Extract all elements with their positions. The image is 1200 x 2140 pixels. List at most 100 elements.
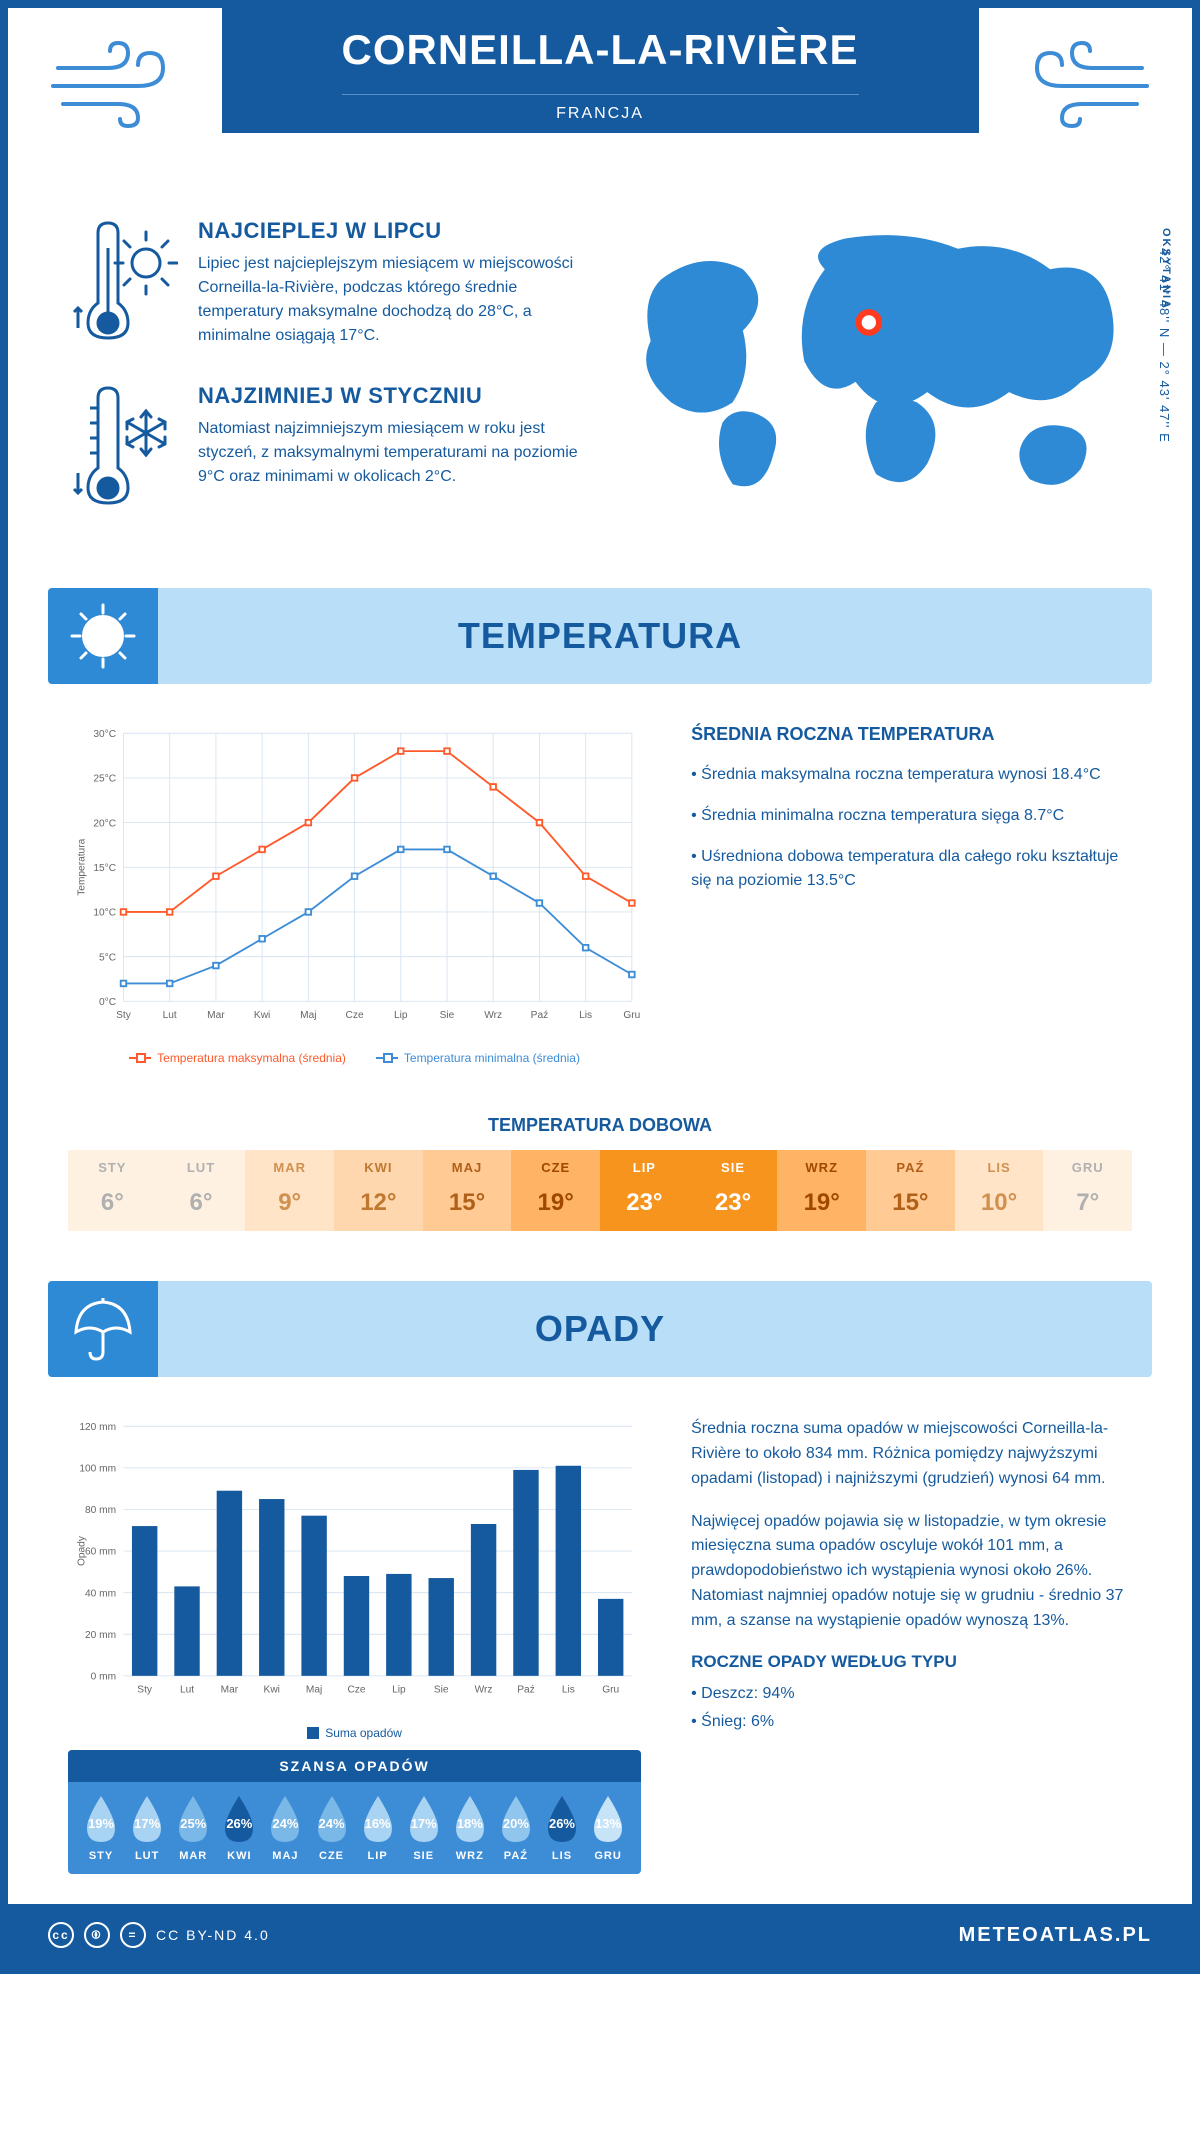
- section-header-temperature: TEMPERATURA: [48, 588, 1152, 684]
- cc-icon: cc: [48, 1922, 74, 1948]
- svg-text:80 mm: 80 mm: [85, 1505, 116, 1516]
- daily-cell: MAR9°: [245, 1150, 334, 1231]
- svg-text:40 mm: 40 mm: [85, 1589, 116, 1600]
- chance-cell: 24% MAJ: [262, 1794, 308, 1862]
- precip-p1: Średnia roczna suma opadów w miejscowośc…: [691, 1417, 1132, 1491]
- bar-chart-container: 0 mm20 mm40 mm60 mm80 mm100 mm120 mmStyL…: [68, 1417, 641, 1874]
- svg-text:Lis: Lis: [562, 1685, 575, 1696]
- thermometer-hot-icon: [68, 218, 178, 353]
- precip-by-type: ROCZNE OPADY WEDŁUG TYPU • Deszcz: 94% •…: [691, 1652, 1132, 1736]
- svg-text:5°C: 5°C: [99, 952, 116, 963]
- svg-text:Lut: Lut: [163, 1010, 177, 1021]
- section-header-precip: OPADY: [48, 1281, 1152, 1377]
- wind-decoration-left: [48, 38, 188, 133]
- raindrop-icon: 20%: [496, 1794, 536, 1844]
- chance-box: SZANSA OPADÓW 19% STY 17% LUT 25% MAR 26…: [68, 1750, 641, 1874]
- svg-text:Kwi: Kwi: [254, 1010, 270, 1021]
- umbrella-icon: [48, 1281, 158, 1377]
- fact-warm-title: NAJCIEPLEJ W LIPCU: [198, 218, 580, 244]
- svg-text:Kwi: Kwi: [264, 1685, 280, 1696]
- section-title-precip: OPADY: [535, 1308, 665, 1350]
- svg-text:15°C: 15°C: [93, 863, 116, 874]
- svg-text:Maj: Maj: [300, 1010, 316, 1021]
- svg-text:120 mm: 120 mm: [79, 1422, 116, 1433]
- raindrop-icon: 24%: [265, 1794, 305, 1844]
- location-marker-icon: [859, 312, 879, 332]
- chance-cell: 26% LIS: [539, 1794, 585, 1862]
- temperature-section: 0°C5°C10°C15°C20°C25°C30°CStyLutMarKwiMa…: [8, 684, 1192, 1095]
- svg-text:Gru: Gru: [623, 1010, 640, 1021]
- daily-cell: SIE23°: [689, 1150, 778, 1231]
- svg-text:Temperatura: Temperatura: [77, 838, 88, 895]
- svg-text:Mar: Mar: [207, 1010, 225, 1021]
- svg-text:Maj: Maj: [306, 1685, 322, 1696]
- svg-text:Sty: Sty: [116, 1010, 132, 1021]
- svg-text:Opady: Opady: [77, 1535, 88, 1566]
- chance-cell: 24% CZE: [308, 1794, 354, 1862]
- chance-cell: 17% SIE: [401, 1794, 447, 1862]
- daily-cell: LIS10°: [955, 1150, 1044, 1231]
- infographic-page: CORNEILLA-LA-RIVIÈRE FRANCJA NAJCIEPLEJ …: [0, 0, 1200, 1974]
- overview-row: NAJCIEPLEJ W LIPCU Lipiec jest najcieple…: [8, 188, 1192, 588]
- bar-chart-legend: Suma opadów: [68, 1726, 641, 1740]
- chance-cell: 16% LIP: [355, 1794, 401, 1862]
- temp-bullet-1: • Średnia maksymalna roczna temperatura …: [691, 763, 1132, 788]
- daily-temp-title: TEMPERATURA DOBOWA: [8, 1115, 1192, 1136]
- daily-cell: CZE19°: [511, 1150, 600, 1231]
- fact-warmest: NAJCIEPLEJ W LIPCU Lipiec jest najcieple…: [68, 218, 580, 353]
- raindrop-icon: 18%: [450, 1794, 490, 1844]
- fact-cold-text: Natomiast najzimniejszym miesiącem w rok…: [198, 417, 580, 489]
- daily-cell: STY6°: [68, 1150, 157, 1231]
- legend-min: Temperatura minimalna (średnia): [404, 1051, 580, 1065]
- daily-cell: LIP23°: [600, 1150, 689, 1231]
- temperature-line-chart: 0°C5°C10°C15°C20°C25°C30°CStyLutMarKwiMa…: [68, 724, 641, 1038]
- fact-warm-text: Lipiec jest najcieplejszym miesiącem w m…: [198, 252, 580, 348]
- svg-text:100 mm: 100 mm: [79, 1464, 116, 1475]
- raindrop-icon: 26%: [542, 1794, 582, 1844]
- precipitation-section: 0 mm20 mm40 mm60 mm80 mm100 mm120 mmStyL…: [8, 1377, 1192, 1904]
- precip-summary: Średnia roczna suma opadów w miejscowośc…: [691, 1417, 1132, 1874]
- temp-summary: ŚREDNIA ROCZNA TEMPERATURA • Średnia mak…: [691, 724, 1132, 1065]
- site-name: METEOATLAS.PL: [959, 1924, 1152, 1947]
- svg-text:Lip: Lip: [394, 1010, 408, 1021]
- temp-bullet-2: • Średnia minimalna roczna temperatura s…: [691, 804, 1132, 829]
- precip-rain: • Deszcz: 94%: [691, 1682, 1132, 1707]
- wind-decoration-right: [1012, 38, 1152, 133]
- svg-text:Sie: Sie: [440, 1010, 455, 1021]
- precip-type-heading: ROCZNE OPADY WEDŁUG TYPU: [691, 1652, 1132, 1672]
- page-footer: cc 🅯 = CC BY-ND 4.0 METEOATLAS.PL: [8, 1904, 1192, 1966]
- raindrop-icon: 26%: [219, 1794, 259, 1844]
- svg-text:Cze: Cze: [347, 1685, 365, 1696]
- svg-text:Wrz: Wrz: [484, 1010, 502, 1021]
- temp-summary-heading: ŚREDNIA ROCZNA TEMPERATURA: [691, 724, 1132, 745]
- daily-temp-row: STY6°LUT6°MAR9°KWI12°MAJ15°CZE19°LIP23°S…: [68, 1150, 1132, 1231]
- raindrop-icon: 17%: [404, 1794, 444, 1844]
- svg-text:Sie: Sie: [434, 1685, 449, 1696]
- title-banner: CORNEILLA-LA-RIVIÈRE FRANCJA: [222, 8, 979, 133]
- precip-p2: Najwięcej opadów pojawia się w listopadz…: [691, 1510, 1132, 1634]
- world-map-icon: [620, 218, 1132, 505]
- svg-text:Lis: Lis: [579, 1010, 592, 1021]
- line-chart-legend: Temperatura maksymalna (średnia) Tempera…: [68, 1051, 641, 1065]
- svg-text:Lut: Lut: [180, 1685, 194, 1696]
- fact-cold-title: NAJZIMNIEJ W STYCZNIU: [198, 383, 580, 409]
- chance-cell: 25% MAR: [170, 1794, 216, 1862]
- raindrop-icon: 17%: [127, 1794, 167, 1844]
- raindrop-icon: 13%: [588, 1794, 628, 1844]
- daily-cell: WRZ19°: [777, 1150, 866, 1231]
- raindrop-icon: 19%: [81, 1794, 121, 1844]
- chance-cell: 26% KWI: [216, 1794, 262, 1862]
- location-title: CORNEILLA-LA-RIVIÈRE: [342, 26, 859, 74]
- raindrop-icon: 25%: [173, 1794, 213, 1844]
- chance-cell: 19% STY: [78, 1794, 124, 1862]
- svg-text:Mar: Mar: [221, 1685, 239, 1696]
- legend-precip: Suma opadów: [325, 1726, 402, 1740]
- svg-text:20°C: 20°C: [93, 818, 116, 829]
- svg-text:60 mm: 60 mm: [85, 1547, 116, 1558]
- chance-cell: 20% PAŹ: [493, 1794, 539, 1862]
- section-title-temp: TEMPERATURA: [458, 615, 742, 657]
- chance-cell: 17% LUT: [124, 1794, 170, 1862]
- by-icon: 🅯: [84, 1922, 110, 1948]
- precipitation-bar-chart: 0 mm20 mm40 mm60 mm80 mm100 mm120 mmStyL…: [68, 1417, 641, 1713]
- raindrop-icon: 16%: [358, 1794, 398, 1844]
